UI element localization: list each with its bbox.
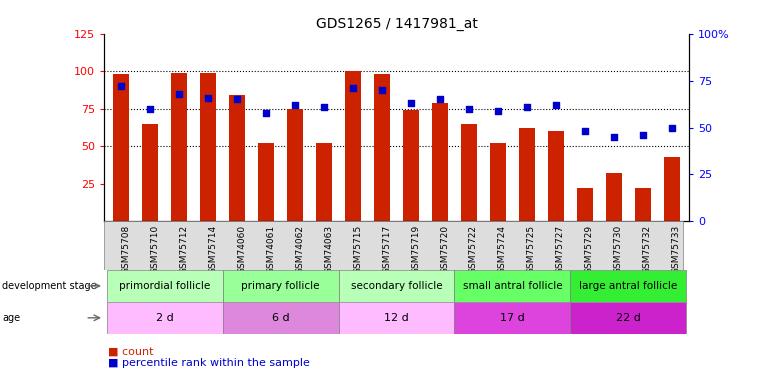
Text: GSM75719: GSM75719 <box>411 225 420 274</box>
Text: ■ count: ■ count <box>108 347 153 357</box>
Point <box>637 132 649 138</box>
Bar <box>339 270 454 302</box>
Bar <box>548 131 564 221</box>
Text: GSM75725: GSM75725 <box>527 225 536 274</box>
Bar <box>142 124 159 221</box>
Text: primordial follicle: primordial follicle <box>119 281 210 291</box>
Point <box>202 94 214 100</box>
Bar <box>107 302 223 334</box>
Bar <box>577 188 593 221</box>
Title: GDS1265 / 1417981_at: GDS1265 / 1417981_at <box>316 17 477 32</box>
Point <box>405 100 417 106</box>
Text: development stage: development stage <box>2 281 97 291</box>
Bar <box>664 157 680 221</box>
Bar <box>461 124 477 221</box>
Bar <box>606 173 622 221</box>
Text: GSM74061: GSM74061 <box>266 225 275 274</box>
Point <box>116 83 128 89</box>
Text: small antral follicle: small antral follicle <box>463 281 562 291</box>
Bar <box>223 270 339 302</box>
Bar <box>171 73 187 221</box>
Point <box>434 96 446 102</box>
Point <box>665 124 678 130</box>
Bar <box>200 73 216 221</box>
Point <box>318 104 330 110</box>
Text: large antral follicle: large antral follicle <box>579 281 678 291</box>
Text: GSM75712: GSM75712 <box>179 225 189 274</box>
Bar <box>258 143 274 221</box>
Text: GSM75732: GSM75732 <box>643 225 651 274</box>
Bar <box>454 302 571 334</box>
Bar <box>454 270 571 302</box>
Text: GSM75708: GSM75708 <box>122 225 130 274</box>
Bar <box>571 270 686 302</box>
Text: GSM75727: GSM75727 <box>556 225 565 274</box>
Text: ■ percentile rank within the sample: ■ percentile rank within the sample <box>108 358 310 368</box>
Bar <box>490 143 506 221</box>
Point <box>173 91 186 97</box>
Point <box>608 134 620 140</box>
Point <box>521 104 533 110</box>
Point <box>550 102 562 108</box>
Text: 22 d: 22 d <box>616 313 641 323</box>
Point <box>289 102 301 108</box>
Text: GSM75730: GSM75730 <box>614 225 623 274</box>
Text: GSM75733: GSM75733 <box>671 225 681 274</box>
Bar <box>113 74 129 221</box>
Text: 12 d: 12 d <box>384 313 409 323</box>
Text: GSM75729: GSM75729 <box>585 225 594 274</box>
Point <box>144 106 156 112</box>
Bar <box>519 128 535 221</box>
Bar <box>634 188 651 221</box>
Bar <box>571 302 686 334</box>
Bar <box>316 143 332 221</box>
Text: GSM75724: GSM75724 <box>498 225 507 274</box>
Point <box>231 96 243 102</box>
Text: GSM75722: GSM75722 <box>469 225 478 274</box>
Text: GSM75717: GSM75717 <box>382 225 391 274</box>
Text: 17 d: 17 d <box>500 313 525 323</box>
Text: GSM75710: GSM75710 <box>150 225 159 274</box>
Text: primary follicle: primary follicle <box>242 281 320 291</box>
Text: 6 d: 6 d <box>272 313 290 323</box>
Bar <box>107 270 223 302</box>
Text: GSM75720: GSM75720 <box>440 225 449 274</box>
Bar <box>345 71 361 221</box>
Bar <box>223 302 339 334</box>
Bar <box>432 103 448 221</box>
Bar <box>339 302 454 334</box>
Text: age: age <box>2 313 20 323</box>
Text: 2 d: 2 d <box>156 313 174 323</box>
Text: GSM75715: GSM75715 <box>353 225 362 274</box>
Point <box>260 110 273 116</box>
Point <box>347 85 360 91</box>
Point <box>492 108 504 114</box>
Bar <box>374 74 390 221</box>
Text: GSM74060: GSM74060 <box>237 225 246 274</box>
Point <box>579 128 591 134</box>
Text: secondary follicle: secondary follicle <box>351 281 442 291</box>
Text: GSM75714: GSM75714 <box>208 225 217 274</box>
Bar <box>287 109 303 221</box>
Point <box>463 106 475 112</box>
Text: GSM74063: GSM74063 <box>324 225 333 274</box>
Text: GSM74062: GSM74062 <box>295 225 304 274</box>
Point <box>376 87 388 93</box>
Bar <box>403 110 419 221</box>
Bar <box>229 95 245 221</box>
